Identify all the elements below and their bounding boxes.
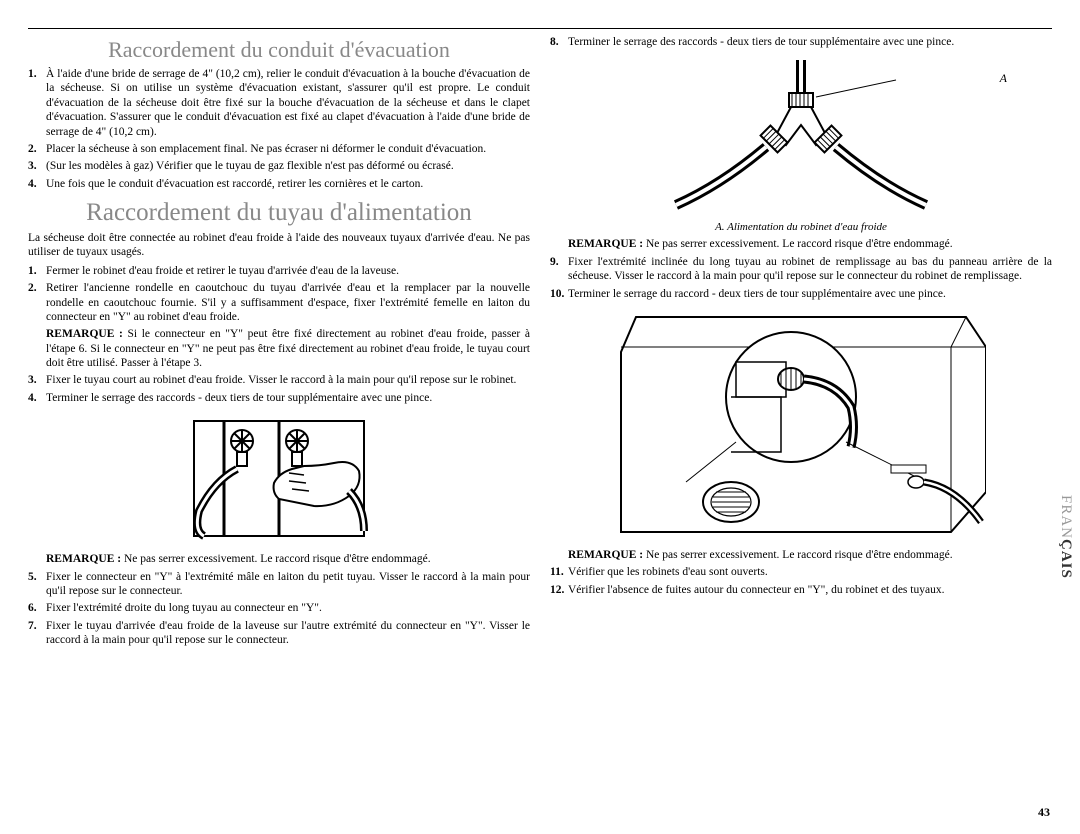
item-text: Fixer l'extrémité inclinée du long tuyau… — [568, 255, 1052, 284]
item-text: (Sur les modèles à gaz) Vérifier que le … — [46, 159, 530, 173]
left-column: Raccordement du conduit d'évacuation 1.À… — [28, 35, 530, 650]
tab-bold: ÇAIS — [1058, 539, 1074, 579]
list-item: 3.Fixer le tuyau court au robinet d'eau … — [28, 373, 530, 387]
remarque-right-b: REMARQUE : Ne pas serrer excessivement. … — [550, 548, 1052, 562]
item-num: 9. — [550, 255, 568, 284]
top-rule — [28, 28, 1052, 29]
list-item: 10.Terminer le serrage du raccord - deux… — [550, 287, 1052, 301]
figure-hand-faucet — [28, 411, 530, 546]
list-item: 12.Vérifier l'absence de fuites autour d… — [550, 583, 1052, 597]
two-column-layout: Raccordement du conduit d'évacuation 1.À… — [28, 35, 1052, 650]
remarque-a: REMARQUE : Si le connecteur en "Y" peut … — [28, 327, 530, 370]
label-a: A — [1000, 71, 1007, 86]
list-item: 1.Fermer le robinet d'eau froide et reti… — [28, 264, 530, 278]
tab-gray: FRAN — [1058, 495, 1074, 539]
item-text: Placer la sécheuse à son emplacement fin… — [46, 142, 530, 156]
list-right-c: 11.Vérifier que les robinets d'eau sont … — [550, 565, 1052, 597]
item-num: 2. — [28, 142, 46, 156]
list-item: 1.À l'aide d'une bride de serrage de 4" … — [28, 67, 530, 139]
item-num: 7. — [28, 619, 46, 648]
item-num: 4. — [28, 391, 46, 405]
list-item: 2.Retirer l'ancienne rondelle en caoutch… — [28, 281, 530, 324]
list-right-a: 8.Terminer le serrage des raccords - deu… — [550, 35, 1052, 49]
item-num: 2. — [28, 281, 46, 324]
intro-text: La sécheuse doit être connectée au robin… — [28, 231, 530, 260]
page-number: 43 — [1038, 805, 1050, 820]
heading-alimentation: Raccordement du tuyau d'alimentation — [28, 199, 530, 227]
list-item: 7.Fixer le tuyau d'arrivée d'eau froide … — [28, 619, 530, 648]
list-item: 2.Placer la sécheuse à son emplacement f… — [28, 142, 530, 156]
item-text: Fixer le tuyau court au robinet d'eau fr… — [46, 373, 530, 387]
list-right-b: 9.Fixer l'extrémité inclinée du long tuy… — [550, 255, 1052, 301]
item-text: Une fois que le conduit d'évacuation est… — [46, 177, 530, 191]
heading-evacuation: Raccordement du conduit d'évacuation — [28, 37, 530, 63]
language-tab: FRANÇAIS — [1057, 495, 1074, 579]
figure-y-connector: A — [550, 55, 1052, 215]
faucet-hand-diagram — [184, 411, 374, 546]
item-text: Terminer le serrage des raccords - deux … — [568, 35, 1052, 49]
item-num: 3. — [28, 159, 46, 173]
list-item: 8.Terminer le serrage des raccords - deu… — [550, 35, 1052, 49]
list-item: 4.Terminer le serrage des raccords - deu… — [28, 391, 530, 405]
item-num: 8. — [550, 35, 568, 49]
remarque-right-a: REMARQUE : Ne pas serrer excessivement. … — [550, 237, 1052, 251]
list-evacuation: 1.À l'aide d'une bride de serrage de 4" … — [28, 67, 530, 191]
list-alim-c: 5.Fixer le connecteur en "Y" à l'extrémi… — [28, 570, 530, 648]
list-alim-a: 1.Fermer le robinet d'eau froide et reti… — [28, 264, 530, 325]
item-text: Retirer l'ancienne rondelle en caoutchou… — [46, 281, 530, 324]
item-num: 11. — [550, 565, 568, 579]
item-num: 5. — [28, 570, 46, 599]
item-text: Fixer le connecteur en "Y" à l'extrémité… — [46, 570, 530, 599]
item-num: 1. — [28, 67, 46, 139]
list-alim-b: 3.Fixer le tuyau court au robinet d'eau … — [28, 373, 530, 405]
item-num: 6. — [28, 601, 46, 615]
remarque-text: Ne pas serrer excessivement. Le raccord … — [124, 553, 431, 565]
figure-caption: A. Alimentation du robinet d'eau froide — [550, 221, 1052, 233]
list-item: 5.Fixer le connecteur en "Y" à l'extrémi… — [28, 570, 530, 599]
list-item: 6.Fixer l'extrémité droite du long tuyau… — [28, 601, 530, 615]
item-text: Fermer le robinet d'eau froide et retire… — [46, 264, 530, 278]
item-num: 1. — [28, 264, 46, 278]
figure-dryer-back — [550, 307, 1052, 542]
item-text: Fixer le tuyau d'arrivée d'eau froide de… — [46, 619, 530, 648]
item-text: Fixer l'extrémité droite du long tuyau a… — [46, 601, 530, 615]
item-text: Terminer le serrage des raccords - deux … — [46, 391, 530, 405]
y-connector-diagram — [661, 55, 941, 215]
list-item: 4.Une fois que le conduit d'évacuation e… — [28, 177, 530, 191]
item-num: 10. — [550, 287, 568, 301]
item-num: 3. — [28, 373, 46, 387]
list-item: 9.Fixer l'extrémité inclinée du long tuy… — [550, 255, 1052, 284]
item-text: Terminer le serrage du raccord - deux ti… — [568, 287, 1052, 301]
remarque-text: Ne pas serrer excessivement. Le raccord … — [646, 549, 953, 561]
item-text: Vérifier que les robinets d'eau sont ouv… — [568, 565, 1052, 579]
right-column: 8.Terminer le serrage des raccords - deu… — [550, 35, 1052, 650]
item-text: Vérifier l'absence de fuites autour du c… — [568, 583, 1052, 597]
item-text: À l'aide d'une bride de serrage de 4" (1… — [46, 67, 530, 139]
list-item: 11.Vérifier que les robinets d'eau sont … — [550, 565, 1052, 579]
list-item: 3.(Sur les modèles à gaz) Vérifier que l… — [28, 159, 530, 173]
item-num: 4. — [28, 177, 46, 191]
item-num: 12. — [550, 583, 568, 597]
remarque-text: Ne pas serrer excessivement. Le raccord … — [646, 238, 953, 250]
remarque-b: REMARQUE : Ne pas serrer excessivement. … — [28, 552, 530, 566]
dryer-back-diagram — [616, 307, 986, 542]
